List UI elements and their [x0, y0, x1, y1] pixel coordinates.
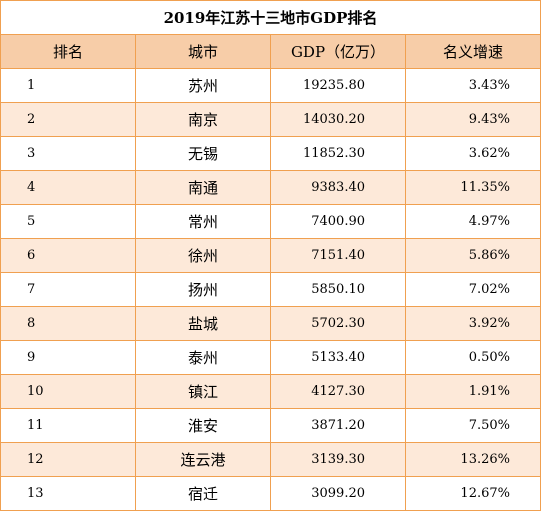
- header-row: 排名 城市 GDP（亿万） 名义增速: [0, 34, 541, 69]
- growth-cell: 13.26%: [405, 442, 541, 477]
- city-cell: 宿迁: [135, 476, 271, 511]
- header-gdp: GDP（亿万）: [270, 34, 406, 69]
- city-cell: 盐城: [135, 306, 271, 341]
- city-cell: 连云港: [135, 442, 271, 477]
- city-cell: 徐州: [135, 238, 271, 273]
- table-row: 9 泰州 5133.40 0.50%: [0, 340, 541, 375]
- city-cell: 无锡: [135, 136, 271, 171]
- gdp-cell: 5133.40: [270, 340, 406, 375]
- city-cell: 镇江: [135, 374, 271, 409]
- table-row: 3 无锡 11852.30 3.62%: [0, 136, 541, 171]
- rank-cell: 7: [0, 272, 136, 307]
- table-row: 11 淮安 3871.20 7.50%: [0, 408, 541, 443]
- city-cell: 扬州: [135, 272, 271, 307]
- growth-cell: 11.35%: [405, 170, 541, 205]
- table-row: 2 南京 14030.20 9.43%: [0, 102, 541, 137]
- table-row: 7 扬州 5850.10 7.02%: [0, 272, 541, 307]
- city-cell: 淮安: [135, 408, 271, 443]
- city-cell: 南京: [135, 102, 271, 137]
- rank-cell: 6: [0, 238, 136, 273]
- gdp-cell: 11852.30: [270, 136, 406, 171]
- rank-cell: 1: [0, 68, 136, 103]
- rank-cell: 8: [0, 306, 136, 341]
- city-cell: 苏州: [135, 68, 271, 103]
- rank-cell: 3: [0, 136, 136, 171]
- growth-cell: 3.62%: [405, 136, 541, 171]
- growth-cell: 3.43%: [405, 68, 541, 103]
- rank-cell: 11: [0, 408, 136, 443]
- gdp-cell: 7151.40: [270, 238, 406, 273]
- growth-cell: 7.02%: [405, 272, 541, 307]
- gdp-cell: 4127.30: [270, 374, 406, 409]
- city-cell: 常州: [135, 204, 271, 239]
- gdp-cell: 9383.40: [270, 170, 406, 205]
- gdp-cell: 19235.80: [270, 68, 406, 103]
- rank-cell: 9: [0, 340, 136, 375]
- header-growth: 名义增速: [405, 34, 541, 69]
- table-row: 4 南通 9383.40 11.35%: [0, 170, 541, 205]
- rank-cell: 5: [0, 204, 136, 239]
- gdp-cell: 14030.20: [270, 102, 406, 137]
- growth-cell: 0.50%: [405, 340, 541, 375]
- gdp-cell: 3099.20: [270, 476, 406, 511]
- growth-cell: 9.43%: [405, 102, 541, 137]
- rank-cell: 13: [0, 476, 136, 511]
- header-city: 城市: [135, 34, 271, 69]
- table-row: 8 盐城 5702.30 3.92%: [0, 306, 541, 341]
- header-rank: 排名: [0, 34, 136, 69]
- gdp-cell: 5850.10: [270, 272, 406, 307]
- rank-cell: 12: [0, 442, 136, 477]
- table-title: 2019年江苏十三地市GDP排名: [0, 0, 541, 35]
- rank-cell: 4: [0, 170, 136, 205]
- gdp-cell: 5702.30: [270, 306, 406, 341]
- growth-cell: 5.86%: [405, 238, 541, 273]
- growth-cell: 12.67%: [405, 476, 541, 511]
- growth-cell: 1.91%: [405, 374, 541, 409]
- rank-cell: 10: [0, 374, 136, 409]
- growth-cell: 4.97%: [405, 204, 541, 239]
- city-cell: 南通: [135, 170, 271, 205]
- gdp-cell: 3871.20: [270, 408, 406, 443]
- table-row: 10 镇江 4127.30 1.91%: [0, 374, 541, 409]
- growth-cell: 7.50%: [405, 408, 541, 443]
- title-row: 2019年江苏十三地市GDP排名: [0, 0, 541, 35]
- rank-cell: 2: [0, 102, 136, 137]
- table-row: 5 常州 7400.90 4.97%: [0, 204, 541, 239]
- table-row: 6 徐州 7151.40 5.86%: [0, 238, 541, 273]
- growth-cell: 3.92%: [405, 306, 541, 341]
- table-row: 1 苏州 19235.80 3.43%: [0, 68, 541, 103]
- table-row: 12 连云港 3139.30 13.26%: [0, 442, 541, 477]
- table-row: 13 宿迁 3099.20 12.67%: [0, 476, 541, 511]
- gdp-cell: 7400.90: [270, 204, 406, 239]
- gdp-cell: 3139.30: [270, 442, 406, 477]
- city-cell: 泰州: [135, 340, 271, 375]
